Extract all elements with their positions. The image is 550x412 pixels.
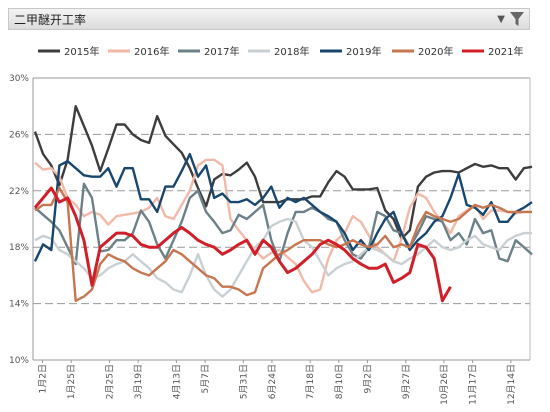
series-line-2016年 <box>34 158 532 294</box>
x-tick-label: 3月19日 <box>133 364 144 399</box>
y-tick-label: 10% <box>9 356 29 366</box>
series-line-2018年 <box>34 217 532 298</box>
legend-label: 2020年 <box>418 45 453 58</box>
series-line-2015年 <box>33 104 533 240</box>
y-tick-label: 30% <box>9 74 29 84</box>
x-tick-label: 12月14日 <box>506 364 517 405</box>
legend-label: 2016年 <box>134 45 169 58</box>
legend-label: 2017年 <box>204 45 239 58</box>
x-tick-label: 8月10日 <box>334 364 345 399</box>
series-line-2021年 <box>33 186 452 303</box>
chart-selector[interactable]: 二甲醚开工率 ▼ <box>8 8 530 30</box>
legend-label: 2015年 <box>64 45 99 58</box>
x-tick-label: 10月26日 <box>439 364 450 405</box>
x-tick-label: 9月2日 <box>363 364 374 393</box>
y-tick-label: 26% <box>9 130 29 140</box>
filter-icon[interactable] <box>507 9 527 29</box>
y-tick-label: 18% <box>9 243 29 253</box>
x-tick-label: 5月7日 <box>200 364 211 393</box>
x-tick-label: 9月27日 <box>401 364 412 399</box>
x-tick-label: 2月25日 <box>104 364 115 399</box>
y-tick-label: 14% <box>9 300 29 310</box>
chevron-down-icon[interactable]: ▼ <box>497 14 505 25</box>
x-tick-label: 7月18日 <box>305 364 316 399</box>
line-chart: 2015年 2016年 2017年 2018年 2019年 2020年 2021年 10% 14… <box>9 45 533 405</box>
x-tick-label: 6月24日 <box>267 364 278 399</box>
legend-label: 2019年 <box>346 45 381 58</box>
series-line-2017年 <box>34 182 533 266</box>
chart-title-selector: 二甲醚开工率 <box>14 13 87 27</box>
x-tick-label: 1月2日 <box>38 364 49 393</box>
x-tick-label: 1月25日 <box>66 364 77 399</box>
legend-label: 2021年 <box>488 45 523 58</box>
x-tick-label: 11月17日 <box>468 364 479 405</box>
x-tick-label: 5月31日 <box>238 364 249 399</box>
x-tick-label: 4月13日 <box>171 364 182 399</box>
series-line-2019年 <box>33 152 533 262</box>
legend-label: 2018年 <box>274 45 309 58</box>
series-line-2020年 <box>34 186 532 302</box>
y-tick-label: 22% <box>9 187 29 197</box>
